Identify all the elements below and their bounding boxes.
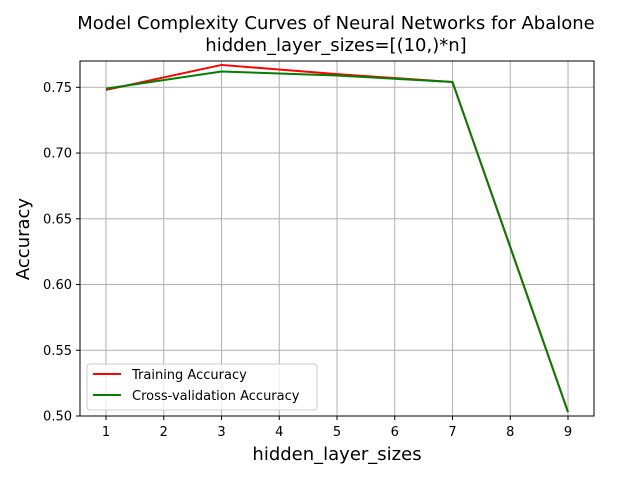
y-tick-label: 0.65 — [43, 212, 72, 227]
series-line-cross-validation-accuracy — [105, 70, 569, 413]
series-layer — [105, 63, 569, 413]
legend-box — [86, 363, 318, 411]
y-tick-label: 0.70 — [43, 147, 72, 162]
legend-label-training-accuracy: Training Accuracy — [131, 368, 247, 383]
chart-subtitle: hidden_layer_sizes=[(10,)*n] — [205, 35, 466, 56]
chart-title: Model Complexity Curves of Neural Networ… — [77, 13, 595, 34]
x-tick-label: 4 — [275, 425, 283, 440]
y-tick-label: 0.75 — [43, 81, 72, 96]
x-tick-label: 9 — [564, 425, 572, 440]
x-tick-label: 2 — [160, 425, 168, 440]
y-tick-label: 0.60 — [43, 278, 72, 293]
x-tick-label: 8 — [506, 425, 514, 440]
x-tick-label: 6 — [391, 425, 399, 440]
x-tick-label: 1 — [102, 425, 110, 440]
y-tick-label: 0.55 — [43, 344, 72, 359]
y-tick-label: 0.50 — [43, 410, 72, 425]
tick-layer: 1 2 3 4 5 6 7 8 9 0.50 0.55 0.60 0.65 0.70 0.75 — [43, 81, 572, 440]
plot-area-frame — [79, 60, 595, 417]
x-tick-label: 5 — [333, 425, 341, 440]
x-tick-label: 7 — [448, 425, 456, 440]
y-axis-label: Accuracy — [13, 198, 34, 281]
legend: Training Accuracy Cross-validation Accur… — [86, 363, 318, 411]
legend-label-cross-validation-accuracy: Cross-validation Accuracy — [132, 389, 300, 404]
x-axis-label: hidden_layer_sizes — [252, 444, 421, 465]
x-tick-label: 3 — [217, 425, 225, 440]
